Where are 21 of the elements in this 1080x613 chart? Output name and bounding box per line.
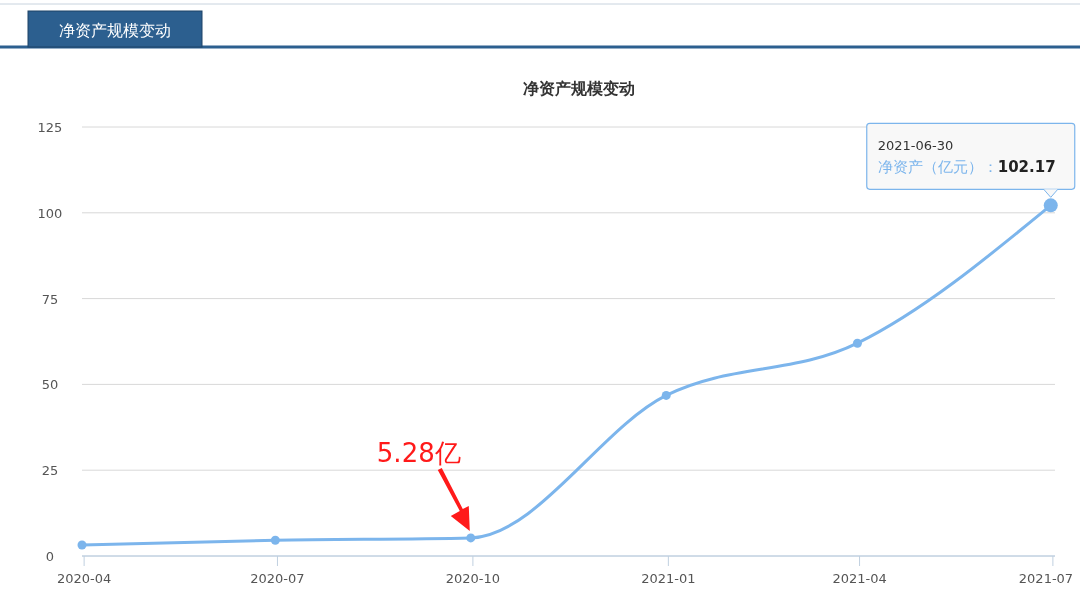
y-tick-label: 125 (37, 120, 63, 135)
point (77, 540, 87, 550)
annotation: 2021-06-30 净资产（亿元）：102.17 (877, 138, 1056, 177)
x-tick-label: 2020-07 (250, 571, 305, 586)
y-tick-label: 100 (37, 205, 63, 221)
point (852, 338, 862, 348)
y-tick-label: 0 (45, 549, 55, 564)
text: 净资产规模变动 (59, 21, 171, 40)
chart-title: 净资产规模变动 (522, 79, 635, 98)
y-tick-label: 25 (41, 463, 59, 479)
x-tick-label: 2020-04 (56, 571, 112, 586)
point (270, 535, 280, 545)
x-tick-label: 2021-01 (641, 571, 696, 586)
point (466, 533, 476, 543)
x-tick-label: 2020-10 (445, 571, 501, 586)
annotation: 5.28亿 (376, 437, 461, 468)
y-tick-label: 50 (41, 377, 59, 393)
point (661, 390, 671, 400)
x-tick-label: 2021-04 (832, 571, 887, 586)
y-tick-label: 75 (41, 291, 59, 307)
x-tick-label: 2021-07 (1018, 571, 1074, 586)
